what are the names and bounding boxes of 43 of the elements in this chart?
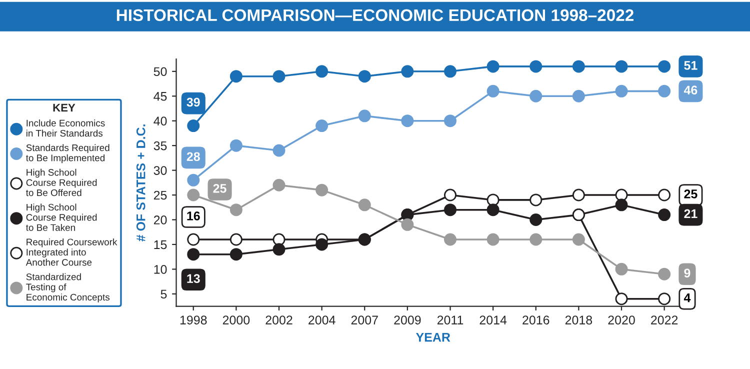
y-tick-label: 30 [154, 166, 167, 175]
x-tick-label: 2004 [308, 316, 336, 324]
x-tick-label: 2014 [480, 316, 507, 324]
data-label: 9 [684, 268, 690, 278]
x-tick-label: 2020 [608, 316, 635, 324]
legend-title: KEY [53, 104, 76, 112]
legend-label: Include Economics in Their Standards [26, 120, 105, 137]
x-tick-label: 2022 [651, 316, 678, 324]
x-tick-label: 2011 [437, 316, 464, 324]
legend-label: Required Coursework Integrated into Another Course [26, 238, 118, 266]
data-label: 25 [684, 190, 698, 198]
y-tick-label: 45 [154, 92, 167, 101]
x-tick-label: 1998 [180, 316, 207, 324]
x-tick-label: 2000 [222, 316, 250, 324]
x-tick-label: 2007 [351, 316, 378, 324]
x-tick-label: 2009 [394, 316, 421, 324]
y-tick-label: 40 [154, 116, 167, 126]
data-label: 28 [186, 152, 200, 162]
data-label: 21 [684, 209, 698, 218]
y-tick-label: 10 [154, 264, 167, 274]
legend-label: High School Course Required to Be Offered [26, 168, 97, 196]
data-label: 4 [684, 293, 691, 302]
y-tick-label: 50 [154, 67, 167, 76]
legend-label: High School Course Required to Be Taken [26, 204, 97, 231]
data-label: 25 [213, 184, 226, 193]
x-axis-title: YEAR [416, 332, 450, 342]
chart-title: HISTORICAL COMPARISON—ECONOMIC EDUCATION 1998–2022 [116, 9, 634, 22]
x-tick-label: 2016 [522, 316, 550, 324]
y-axis-title: # OF STATES + D.C. [136, 124, 146, 242]
data-label: 51 [684, 61, 698, 70]
legend-label: Standardized Testing of Economic Concepts [26, 273, 110, 302]
data-label: 39 [186, 98, 200, 107]
x-tick-label: 2018 [565, 316, 592, 324]
data-label: 13 [187, 274, 200, 283]
data-label: 46 [684, 86, 698, 95]
y-tick-label: 25 [154, 190, 167, 200]
y-tick-label: 15 [154, 240, 167, 250]
y-tick-label: 35 [154, 141, 167, 150]
y-tick-label: 5 [160, 290, 167, 299]
x-tick-label: 2002 [266, 316, 292, 324]
legend-label: Standards Required to Be Implemented [26, 144, 110, 164]
data-label: 16 [187, 212, 200, 220]
y-tick-label: 20 [154, 216, 167, 224]
